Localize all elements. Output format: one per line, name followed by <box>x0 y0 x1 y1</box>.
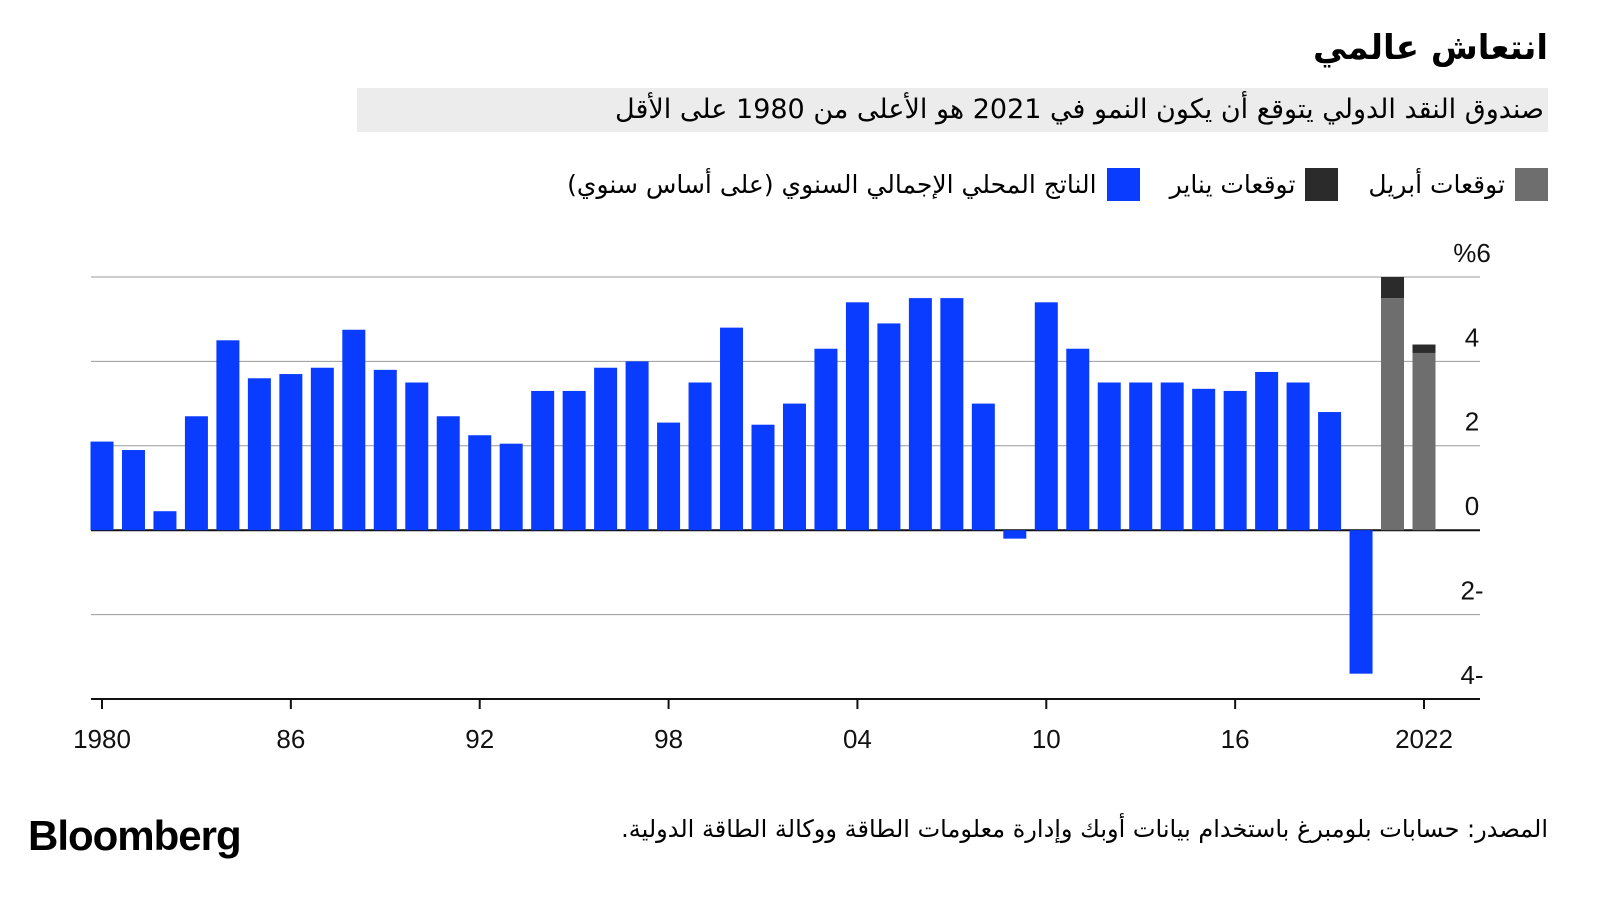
bar <box>1349 530 1373 674</box>
source: المصدر: حسابات بلومبرغ باستخدام بيانات أ… <box>621 815 1548 843</box>
x-tick-label: 10 <box>1032 724 1061 754</box>
x-tick-label: 2022 <box>1395 724 1453 754</box>
bar <box>657 422 681 531</box>
bar <box>688 382 712 531</box>
bar <box>1129 382 1153 531</box>
legend-item: توقعات أبريل <box>1368 168 1548 201</box>
legend-swatch <box>1305 168 1339 201</box>
bar <box>1412 344 1436 353</box>
bar <box>90 441 114 531</box>
bar <box>153 511 177 531</box>
bar <box>1318 412 1342 531</box>
bar <box>216 340 240 531</box>
bar <box>184 416 208 531</box>
bar <box>373 369 397 531</box>
y-tick-label: 4- <box>1460 660 1483 690</box>
bar <box>971 403 995 531</box>
legend: توقعات أبريل توقعات يناير الناتج المحلي ال… <box>567 168 1548 201</box>
chart: 4- 2- 0 2 4 %6 1980 86 92 98 04 10 16 2022 <box>73 238 1491 754</box>
bar <box>1255 371 1279 531</box>
bar <box>1381 277 1405 299</box>
legend-label: الناتج المحلي الإجمالي السنوي (على أساس … <box>567 170 1097 199</box>
bar <box>121 450 145 531</box>
x-tick-label: 86 <box>276 724 305 754</box>
y-tick-label: %6 <box>1453 238 1491 268</box>
bar <box>1066 348 1090 531</box>
y-tick-label: 0 <box>1465 491 1479 521</box>
bar <box>877 323 901 531</box>
title: انتعاش عالمي <box>1313 28 1548 68</box>
legend-swatch <box>1106 168 1140 201</box>
bar <box>782 403 806 531</box>
brand-logo: Bloomberg <box>28 812 242 859</box>
bar <box>751 424 775 531</box>
bar <box>625 361 649 531</box>
legend-label: توقعات يناير <box>1169 170 1296 199</box>
bar <box>1003 530 1027 539</box>
bar <box>1097 382 1121 531</box>
x-tick-label: 16 <box>1221 724 1250 754</box>
bar <box>499 443 523 531</box>
x-tick-label: 92 <box>465 724 494 754</box>
subtitle: صندوق النقد الدولي يتوقع أن يكون النمو ف… <box>357 88 1548 132</box>
bar <box>1286 382 1310 531</box>
bar <box>405 382 429 531</box>
bar <box>940 298 964 531</box>
bar <box>1223 390 1247 531</box>
bar <box>310 367 334 531</box>
bar <box>247 378 271 531</box>
legend-item: توقعات يناير <box>1170 168 1339 201</box>
bar <box>1412 352 1436 531</box>
y-tick-label: 2- <box>1460 575 1483 605</box>
bar <box>468 435 492 531</box>
y-tick-label: 4 <box>1465 322 1479 352</box>
legend-item: الناتج المحلي الإجمالي السنوي (على أساس … <box>567 168 1140 201</box>
y-tick-label: 2 <box>1465 407 1479 437</box>
legend-label: توقعات أبريل <box>1368 170 1505 199</box>
bar <box>1381 298 1405 531</box>
bar <box>1034 302 1058 531</box>
bar <box>814 348 838 531</box>
bar <box>531 390 555 531</box>
legend-swatch <box>1515 168 1548 201</box>
bar <box>279 374 303 531</box>
x-tick-label: 98 <box>654 724 683 754</box>
bar <box>1160 382 1184 531</box>
bar <box>845 302 869 531</box>
bar <box>1192 388 1216 531</box>
bar <box>720 327 744 531</box>
bar <box>908 298 932 531</box>
bar <box>436 416 460 531</box>
x-tick-label: 1980 <box>73 724 131 754</box>
bar <box>594 367 618 531</box>
bar <box>342 329 366 531</box>
bar <box>562 390 586 531</box>
x-tick-label: 04 <box>843 724 872 754</box>
